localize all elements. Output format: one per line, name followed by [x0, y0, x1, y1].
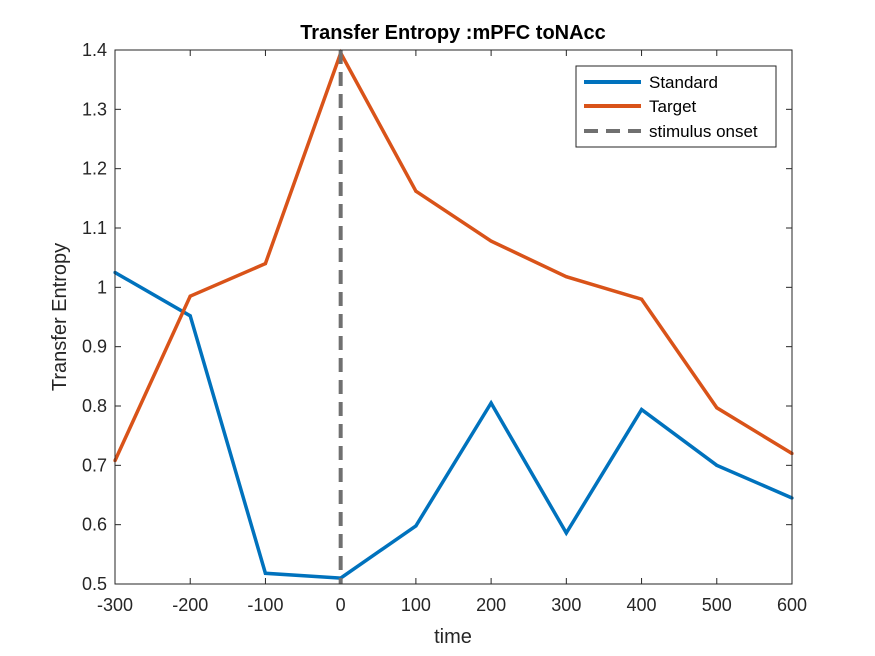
data-point-standard [414, 524, 418, 528]
y-tick-label: 0.5 [82, 574, 107, 594]
legend-label-standard: Standard [649, 73, 718, 92]
data-point-target [564, 275, 568, 279]
y-tick-label: 1.1 [82, 218, 107, 238]
x-tick-label: 100 [401, 595, 431, 615]
data-point-target [188, 294, 192, 298]
x-axis: -300 -200 -100 0 100 200 300 400 500 600 [97, 50, 807, 615]
data-point-target [715, 406, 719, 410]
y-axis: 0.5 0.6 0.7 0.8 0.9 1 1.1 1.2 1.3 1.4 [82, 40, 792, 594]
y-tick-label: 1.4 [82, 40, 107, 60]
data-point-standard [715, 463, 719, 467]
x-tick-label: -300 [97, 595, 133, 615]
data-point-standard [564, 531, 568, 535]
x-tick-label: 300 [551, 595, 581, 615]
data-point-standard [639, 407, 644, 412]
legend-label-target: Target [649, 97, 697, 116]
y-tick-label: 0.9 [82, 337, 107, 357]
series-layer [113, 48, 794, 584]
y-tick-label: 1 [97, 277, 107, 297]
data-point-standard [489, 401, 493, 405]
x-tick-label: 0 [336, 595, 346, 615]
legend: Standard Target stimulus onset [575, 65, 777, 148]
x-tick-label: 200 [476, 595, 506, 615]
data-point-standard [263, 571, 268, 575]
x-tick-label: 500 [702, 595, 732, 615]
x-tick-label: 600 [777, 595, 807, 615]
y-tick-label: 0.6 [82, 515, 107, 535]
x-tick-label: -100 [247, 595, 283, 615]
data-point-target [489, 239, 493, 243]
y-tick-label: 0.8 [82, 396, 107, 416]
x-tick-label: 400 [627, 595, 657, 615]
chart-title: Transfer Entropy :mPFC toNAcc [300, 22, 606, 44]
data-point-target [263, 262, 268, 266]
x-axis-label: time [434, 626, 472, 648]
data-point-target [414, 189, 418, 193]
y-tick-label: 0.7 [82, 455, 107, 475]
series-line-standard [114, 270, 793, 580]
data-point-target [639, 297, 644, 301]
y-tick-label: 1.2 [82, 159, 107, 179]
legend-label-stimulus-onset: stimulus onset [649, 122, 758, 141]
y-axis-label: Transfer Entropy [49, 243, 71, 391]
plot-frame [114, 49, 793, 585]
data-point-standard [188, 314, 192, 318]
x-tick-label: -200 [172, 595, 208, 615]
series-line-target [113, 48, 793, 462]
y-tick-label: 1.3 [82, 99, 107, 119]
